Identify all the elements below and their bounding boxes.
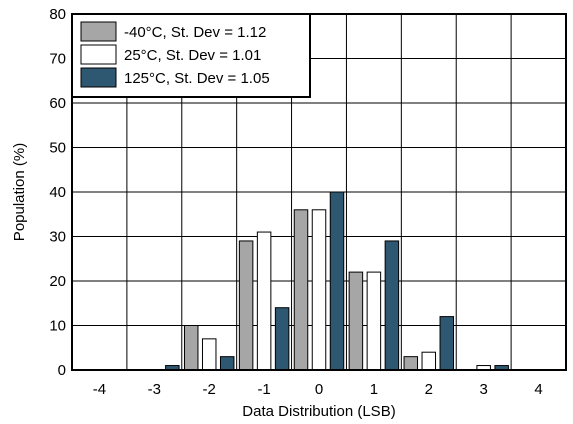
legend: -40°C, St. Dev = 1.12 25°C, St. Dev = 1.0… (71, 13, 311, 98)
x-tick-label: 0 (315, 381, 323, 398)
bar (311, 209, 327, 371)
bar (403, 356, 419, 371)
y-axis-title: Population (%) (11, 143, 28, 241)
x-tick-label: 3 (479, 381, 487, 398)
y-tick-label: 70 (49, 51, 66, 68)
bar (421, 351, 437, 371)
x-tick-label: 2 (425, 381, 433, 398)
y-tick-label: 20 (49, 273, 66, 290)
x-tick-label: 1 (370, 381, 378, 398)
x-tick-label: -1 (257, 381, 270, 398)
bar (384, 240, 400, 371)
y-tick-label: 0 (58, 362, 66, 379)
y-tick-label: 10 (49, 318, 66, 335)
y-tick-label: 60 (49, 95, 66, 112)
bar (238, 240, 254, 371)
legend-label: 125°C, St. Dev = 1.05 (124, 70, 270, 87)
bar (366, 271, 382, 371)
legend-swatch (80, 67, 117, 88)
bar (293, 209, 309, 371)
bar (348, 271, 364, 371)
bar (219, 356, 235, 371)
bar (274, 307, 290, 371)
x-axis-title: Data Distribution (LSB) (242, 403, 395, 420)
y-tick-label: 30 (49, 229, 66, 246)
legend-swatch (80, 21, 117, 42)
x-tick-label: -2 (203, 381, 216, 398)
bar (183, 325, 199, 371)
y-axis-ticks: 0 10 20 30 40 50 60 70 80 (49, 6, 66, 379)
x-tick-label: 4 (534, 381, 542, 398)
x-tick-label: -3 (148, 381, 161, 398)
legend-label: -40°C, St. Dev = 1.12 (124, 24, 266, 41)
legend-swatch (80, 44, 117, 65)
bar (439, 316, 455, 371)
x-axis-ticks: -4 -3 -2 -1 0 1 2 3 4 (93, 381, 543, 398)
bar (329, 191, 345, 371)
y-tick-label: 40 (49, 184, 66, 201)
y-tick-label: 50 (49, 140, 66, 157)
bar (201, 338, 217, 371)
x-tick-label: -4 (93, 381, 106, 398)
bar (256, 231, 272, 371)
plot-frame (71, 13, 567, 371)
y-tick-label: 80 (49, 6, 66, 23)
legend-label: 25°C, St. Dev = 1.01 (124, 47, 261, 64)
